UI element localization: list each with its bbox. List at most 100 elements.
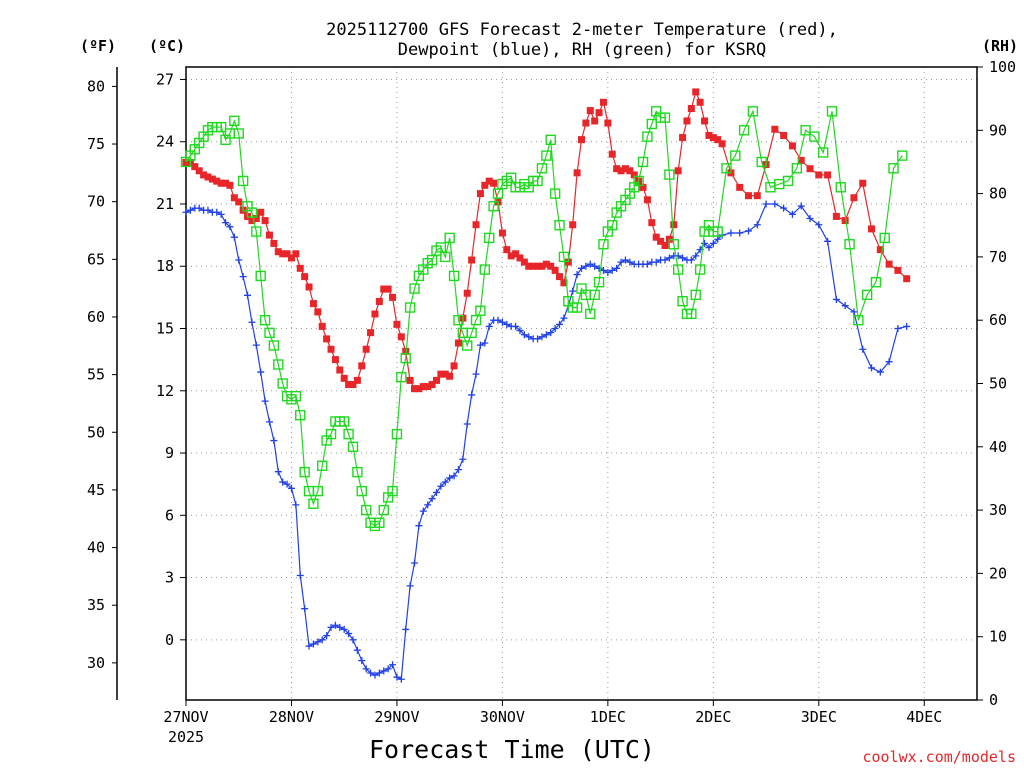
c-tick-label: 24 [156, 133, 174, 151]
temperature-point [780, 131, 788, 139]
temperature-point [476, 190, 484, 198]
rh-point [229, 115, 240, 127]
rh-point [817, 147, 829, 158]
dewpoint-point [296, 571, 304, 579]
c-tick-label: 15 [156, 320, 174, 338]
temperature-point [556, 273, 564, 281]
rh-point [233, 128, 244, 139]
temperature-point [252, 215, 260, 223]
dewpoint-point [463, 420, 471, 428]
temperature-point [375, 298, 383, 306]
temperature-point [292, 250, 300, 258]
temperature-point [621, 165, 629, 173]
dewpoint-point [380, 667, 388, 675]
dewpoint-point [542, 331, 550, 339]
rh-tick-label: 40 [989, 438, 1007, 456]
dewpoint-point [709, 239, 717, 247]
temperature-point [679, 134, 687, 142]
rh-point [835, 182, 846, 193]
temperature-point [661, 241, 669, 249]
temperature-point [520, 258, 528, 266]
temperature-point [503, 246, 511, 254]
chart-title-line2: Dewpoint (blue), RH (green) for KSRQ [398, 40, 766, 60]
x-tick-label: 28NOV [269, 708, 314, 726]
rh-point [782, 175, 794, 187]
temperature-point [525, 262, 533, 270]
f-tick-label: 80 [87, 77, 105, 95]
dewpoint-point [358, 657, 366, 665]
rh-point [738, 125, 750, 136]
rh-point [721, 163, 732, 174]
dewpoint-point [397, 675, 405, 683]
temperature-point [287, 254, 295, 262]
rh-point [396, 371, 407, 383]
rh-tick-label: 70 [989, 248, 1007, 266]
dewpoint-point [411, 559, 419, 567]
temperature-point [191, 163, 199, 171]
rh-point [558, 251, 570, 263]
dewpoint-point [516, 327, 524, 335]
temperature-point [674, 167, 682, 175]
rh-tick-label: 50 [989, 375, 1007, 393]
temperature-point [345, 381, 353, 389]
dewpoint-point [217, 210, 225, 218]
temperature-point [718, 140, 726, 148]
temperature-point [222, 179, 230, 187]
dewpoint-point [362, 665, 370, 673]
dewpoint-point [472, 370, 480, 378]
rh-point [809, 131, 820, 142]
dewpoint-point [437, 482, 445, 490]
temperature-point [771, 125, 779, 133]
rh-point [444, 232, 455, 244]
temperature-point [274, 248, 282, 256]
rh-tick-label: 90 [989, 121, 1007, 139]
dewpoint-point [248, 318, 256, 326]
dewpoint-point [244, 291, 252, 299]
dewpoint-point [318, 636, 326, 644]
dewpoint-point [494, 316, 502, 324]
temperature-point [639, 183, 647, 191]
rh-point [409, 283, 420, 294]
dewpoint-point [714, 235, 722, 243]
dewpoint-point [235, 256, 243, 264]
rh-point [844, 239, 855, 250]
temperature-point [213, 177, 221, 185]
rh-point [360, 504, 372, 516]
dewpoint-point [305, 642, 313, 650]
dewpoint-point [824, 237, 832, 245]
rh-line [185, 109, 903, 527]
rh-point [659, 112, 671, 123]
rh-point [339, 416, 350, 427]
f-tick-label: 65 [87, 250, 105, 268]
temperature-point [652, 233, 660, 241]
temperature-point [389, 293, 397, 301]
rh-point [475, 305, 486, 316]
temperature-point [894, 266, 902, 274]
dewpoint-point [283, 480, 291, 488]
rh-point [453, 315, 464, 326]
temperature-point [261, 217, 269, 225]
rh-point [888, 163, 899, 174]
temperature-point [529, 262, 537, 270]
dewpoint-point [331, 621, 339, 629]
temperature-point [446, 372, 454, 380]
rh-point [277, 378, 288, 389]
temperature-point [613, 165, 621, 173]
temperature-point [468, 256, 476, 264]
temperature-point [850, 194, 858, 202]
rh-point [343, 428, 354, 440]
temperature-point [200, 171, 208, 179]
temperature-point [753, 192, 761, 200]
dewpoint-point [261, 397, 269, 405]
rh-point [554, 220, 565, 231]
temperature-point [279, 250, 287, 258]
temperature-point [235, 198, 243, 206]
dewpoint-point [226, 223, 234, 231]
dewpoint-point [222, 219, 230, 227]
temperature-point [327, 345, 335, 353]
unit-label-rh: (RH) [982, 37, 1018, 55]
f-tick-label: 60 [87, 308, 105, 326]
dewpoint-point [279, 478, 287, 486]
dewpoint-point [323, 632, 331, 640]
